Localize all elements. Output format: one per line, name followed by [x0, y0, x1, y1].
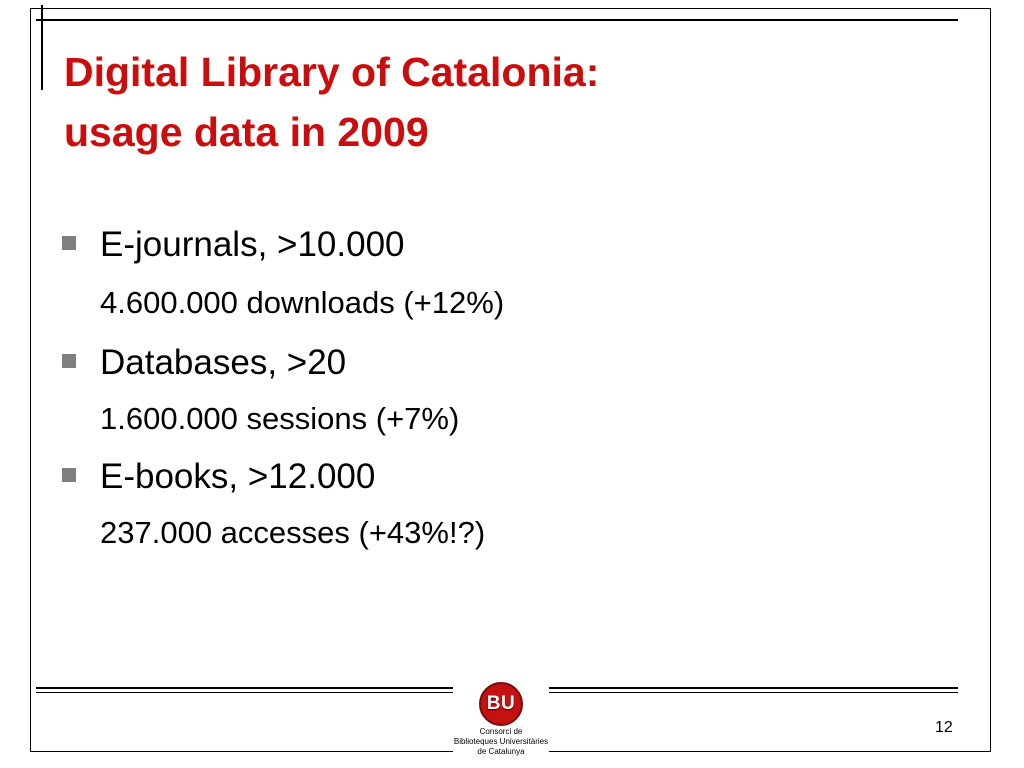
bu-logo-icon: BU	[479, 682, 523, 726]
bu-logo-text: BU	[486, 693, 516, 714]
page-number: 12	[935, 719, 953, 736]
bullet-square-icon	[62, 468, 76, 482]
bullet-main-text: Databases, >20	[100, 343, 347, 382]
bullet-item-ebooks: E-books, >12.000	[62, 456, 375, 498]
logo-caption-line1: Consorci de	[479, 727, 523, 736]
logo-caption: Consorci de Biblioteques Universitàries …	[453, 727, 549, 757]
logo-caption-line3: de Catalunya	[477, 747, 525, 756]
slide-title-line1: Digital Library of Catalonia:	[64, 49, 600, 95]
bullet-sub-text-ejournals: 4.600.000 downloads (+12%)	[100, 285, 505, 320]
bullet-item-ejournals: E-journals, >10.000	[62, 224, 405, 266]
bullet-sub-text-databases: 1.600.000 sessions (+7%)	[100, 401, 460, 436]
organization-logo: BU Consorci de Biblioteques Universitàri…	[453, 682, 549, 756]
bullet-square-icon	[62, 354, 76, 368]
bullet-main-text: E-books, >12.000	[100, 457, 376, 496]
bullet-sub-text-ebooks: 237.000 accesses (+43%!?)	[100, 515, 486, 550]
bullet-item-databases: Databases, >20	[62, 342, 346, 384]
bullet-square-icon	[62, 236, 76, 250]
left-vertical-accent-line	[41, 5, 43, 90]
logo-caption-line2: Biblioteques Universitàries	[453, 737, 549, 746]
slide-title-line2: usage data in 2009	[64, 109, 429, 155]
bullet-main-text: E-journals, >10.000	[100, 225, 405, 264]
slide-title: Digital Library of Catalonia: usage data…	[64, 42, 599, 162]
top-horizontal-rule	[36, 19, 958, 21]
